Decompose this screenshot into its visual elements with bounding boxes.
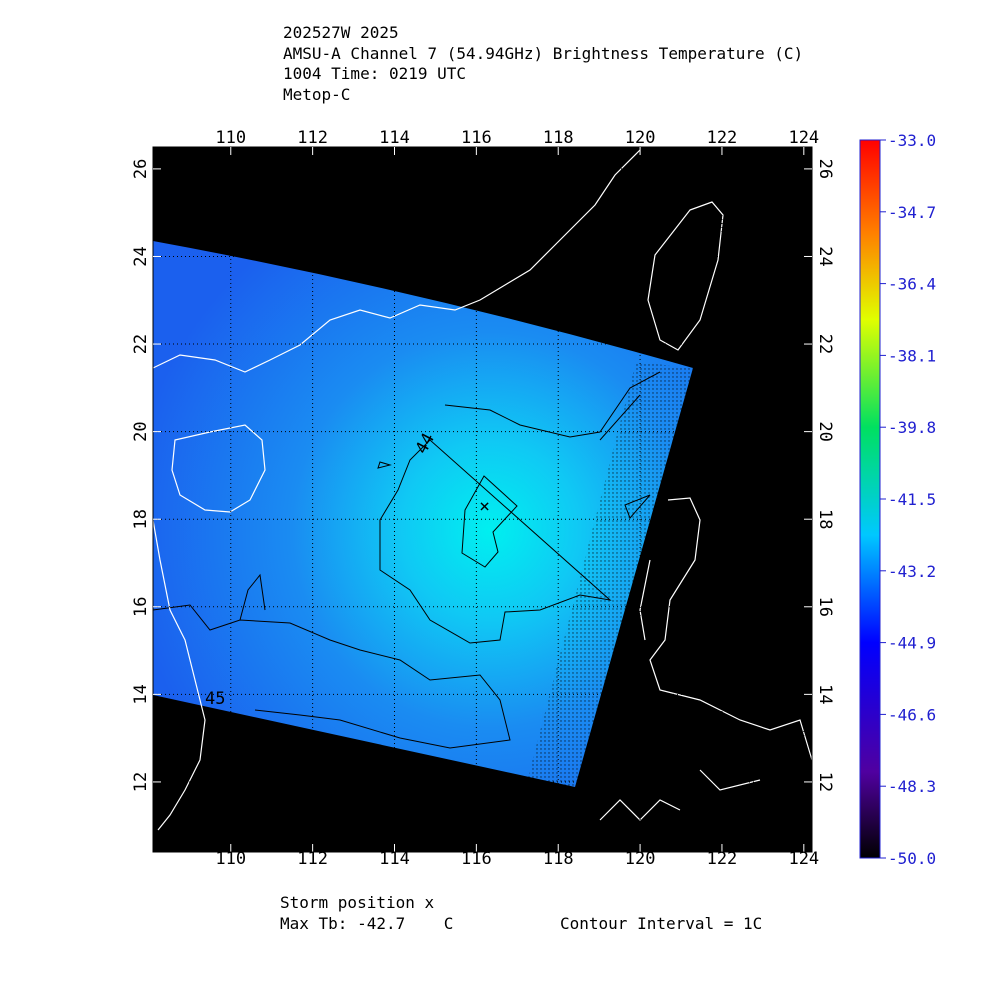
y-tick-label: 14	[815, 684, 835, 704]
x-tick-label: 110	[215, 849, 246, 869]
colorbar-label: -38.1	[888, 346, 936, 365]
x-tick-label: 112	[297, 128, 328, 148]
swath-edge	[528, 362, 693, 787]
colorbar-label: -33.0	[888, 131, 936, 150]
y-tick-label: 24	[815, 246, 835, 266]
header-line: 1004 Time: 0219 UTC	[283, 64, 466, 83]
y-tick-label: 16	[131, 597, 151, 617]
x-tick-label: 120	[625, 849, 656, 869]
colorbar	[859, 139, 881, 859]
storm-marker: ×	[479, 496, 490, 517]
y-tick-label: 26	[815, 159, 835, 179]
colorbar-label: -50.0	[888, 849, 936, 868]
colorbar-label: -36.4	[888, 275, 936, 294]
header-line: AMSU-A Channel 7 (54.94GHz) Brightness T…	[283, 44, 803, 63]
header-line: 202527W 2025	[283, 23, 399, 42]
y-tick-label: 22	[131, 334, 151, 354]
y-tick-label: 16	[815, 597, 835, 617]
y-tick-label: 22	[815, 334, 835, 354]
footer-max-tb: Max Tb: -42.7 C	[280, 914, 453, 933]
x-tick-label: 116	[461, 849, 492, 869]
coastlines	[152, 149, 813, 831]
colorbar-label: -46.6	[888, 705, 936, 724]
colorbar-label: -34.7	[888, 203, 936, 222]
x-tick-label: 124	[788, 128, 819, 148]
y-tick-label: 14	[131, 684, 151, 704]
footer-storm: Storm position x	[280, 893, 434, 912]
contour-label: 45	[205, 689, 225, 709]
colorbar-label: -48.3	[888, 777, 936, 796]
y-tick-label: 20	[815, 421, 835, 441]
x-tick-label: 124	[788, 849, 819, 869]
y-tick-label: 12	[815, 772, 835, 792]
y-tick-label: 18	[131, 509, 151, 529]
x-tick-label: 114	[379, 849, 410, 869]
colorbar-label: -43.2	[888, 562, 936, 581]
x-tick-label: 118	[543, 128, 574, 148]
header-line: Metop-C	[283, 85, 350, 104]
y-tick-label: 12	[131, 772, 151, 792]
map: × 44 45	[152, 146, 813, 853]
x-tick-label: 112	[297, 849, 328, 869]
colorbar-label: -44.9	[888, 634, 936, 653]
x-tick-label: 110	[215, 128, 246, 148]
y-tick-label: 20	[131, 421, 151, 441]
x-tick-label: 118	[543, 849, 574, 869]
swath	[153, 241, 693, 787]
colorbar-label: -41.5	[888, 490, 936, 509]
y-tick-label: 24	[131, 246, 151, 266]
y-tick-label: 18	[815, 509, 835, 529]
x-tick-label: 120	[625, 128, 656, 148]
x-tick-label: 114	[379, 128, 410, 148]
x-tick-label: 122	[707, 849, 738, 869]
y-tick-label: 26	[131, 159, 151, 179]
contours	[152, 371, 661, 749]
footer-contour: Contour Interval = 1C	[560, 914, 762, 933]
colorbar-label: -39.8	[888, 418, 936, 437]
x-tick-label: 116	[461, 128, 492, 148]
x-tick-label: 122	[707, 128, 738, 148]
map-frame	[152, 146, 813, 853]
